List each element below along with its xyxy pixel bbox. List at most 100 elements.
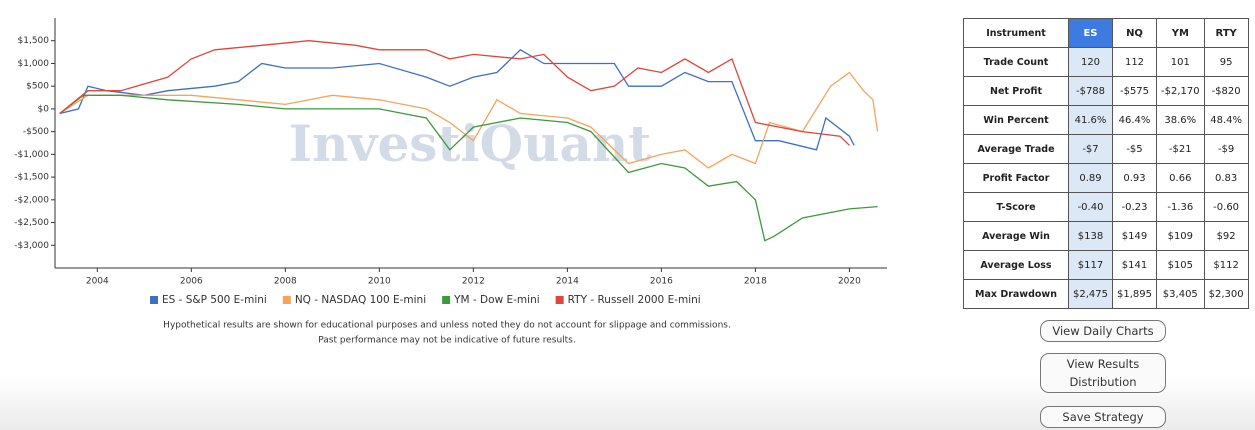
table-cell: 112 — [1112, 47, 1157, 77]
table-cell: 101 — [1156, 47, 1205, 77]
table-row: Win Percent 41.6% 46.4% 38.6% 48.4% — [963, 105, 1249, 135]
x-tick-label: 2006 — [180, 277, 203, 287]
legend-label: NQ - NASDAQ 100 E-mini — [295, 294, 426, 306]
table-cell: 48.4% — [1203, 105, 1249, 135]
table-row: Net Profit -$788 -$575 -$2,170 -$820 — [963, 76, 1249, 106]
table-cell: -1.36 — [1156, 192, 1205, 222]
table-cell: Trade Count — [963, 47, 1069, 77]
y-tick-label: -$1,000 — [14, 150, 49, 160]
table-cell: -0.60 — [1203, 192, 1249, 222]
table-row: Profit Factor 0.89 0.93 0.66 0.83 — [963, 163, 1249, 193]
series-line — [59, 71, 879, 169]
table-row: Average Win $138 $149 $109 $92 — [963, 221, 1249, 251]
table-cell: ES — [1068, 18, 1113, 48]
table-cell: -0.23 — [1112, 192, 1157, 222]
table-cell: Average Trade — [963, 134, 1069, 164]
table-cell: Win Percent — [963, 105, 1069, 135]
table-row: Max Drawdown $2,475 $1,895 $3,405 $2,300 — [963, 279, 1249, 309]
table-cell: -$788 — [1068, 76, 1113, 106]
chart: InvestiQuant Hypothetical results are sh… — [14, 18, 887, 346]
table-row: T-Score -0.40 -0.23 -1.36 -0.60 — [963, 192, 1249, 222]
legend-swatch — [442, 296, 451, 304]
button[interactable]: View Daily Charts — [1040, 320, 1166, 342]
y-tick-label: $1,000 — [18, 59, 50, 69]
y-tick-label: -$500 — [23, 127, 49, 137]
table-cell: $1,895 — [1112, 279, 1157, 309]
x-tick-label: 2004 — [86, 277, 109, 287]
table-cell: $149 — [1112, 221, 1157, 251]
button[interactable]: View Results Distribution — [1040, 353, 1166, 393]
legend-swatch — [282, 296, 291, 304]
table-cell: $2,475 — [1068, 279, 1113, 309]
table-cell: -$575 — [1112, 76, 1157, 106]
table-cell: 46.4% — [1112, 105, 1157, 135]
y-tick-label: -$2,500 — [14, 218, 49, 228]
x-tick-label: 2020 — [838, 277, 861, 287]
table-cell: Average Loss — [963, 250, 1069, 280]
table-row: Average Loss $117 $141 $105 $112 — [963, 250, 1249, 280]
table-cell: 0.89 — [1068, 163, 1113, 193]
table-cell: -$2,170 — [1156, 76, 1205, 106]
table-cell: Max Drawdown — [963, 279, 1069, 309]
table-cell: NQ — [1112, 18, 1157, 48]
y-tick-label: $0 — [38, 104, 50, 114]
table-row: Instrument ES NQ YM RTY — [963, 18, 1249, 48]
table-cell: 95 — [1203, 47, 1249, 77]
legend-label: RTY - Russell 2000 E-mini — [568, 294, 701, 306]
x-tick-label: 2014 — [556, 277, 579, 287]
series-line — [59, 48, 855, 151]
table-cell: $105 — [1156, 250, 1205, 280]
table-cell: 0.83 — [1203, 163, 1249, 193]
table-cell: $92 — [1203, 221, 1249, 251]
table-cell: $2,300 — [1203, 279, 1249, 309]
series-line — [59, 94, 878, 242]
table-cell: Net Profit — [963, 76, 1069, 106]
table-cell: 120 — [1068, 47, 1113, 77]
table-cell: RTY — [1203, 18, 1249, 48]
results-table: Instrument ES NQ YM RTY Trade Count 120 112 101 9… — [963, 18, 1249, 309]
y-tick-label: $500 — [26, 82, 49, 92]
table-cell: $141 — [1112, 250, 1157, 280]
y-tick-label: -$2,000 — [14, 195, 49, 205]
table-cell: $138 — [1068, 221, 1113, 251]
x-tick-label: 2016 — [650, 277, 673, 287]
table-cell: Profit Factor — [963, 163, 1069, 193]
legend-swatch — [555, 296, 564, 304]
y-tick-label: $1,500 — [18, 36, 50, 46]
table-cell: -$5 — [1112, 134, 1157, 164]
table-row: Average Trade -$7 -$5 -$21 -$9 — [963, 134, 1249, 164]
table-cell: T-Score — [963, 192, 1069, 222]
table-cell: 41.6% — [1068, 105, 1113, 135]
table-cell: -$21 — [1156, 134, 1205, 164]
series-line — [59, 40, 850, 146]
disclaimer: Hypothetical results are shown for educa… — [163, 321, 731, 331]
table-cell: $3,405 — [1156, 279, 1205, 309]
table-cell: 38.6% — [1156, 105, 1205, 135]
x-tick-label: 2008 — [274, 277, 297, 287]
table-cell: 0.66 — [1156, 163, 1205, 193]
table-row: Trade Count 120 112 101 95 — [963, 47, 1249, 77]
table-cell: YM — [1156, 18, 1205, 48]
legend-label: ES - S&P 500 E-mini — [162, 294, 267, 306]
y-tick-label: -$1,500 — [14, 173, 49, 183]
x-tick-label: 2018 — [744, 277, 767, 287]
table-cell: -$820 — [1203, 76, 1249, 106]
watermark: InvestiQuant — [289, 114, 652, 173]
table-cell: -$7 — [1068, 134, 1113, 164]
table-cell: Average Win — [963, 221, 1069, 251]
table-cell: -$9 — [1203, 134, 1249, 164]
table-cell: -0.40 — [1068, 192, 1113, 222]
table-cell: 0.93 — [1112, 163, 1157, 193]
x-tick-label: 2010 — [368, 277, 391, 287]
disclaimer: Past performance may not be indicative o… — [318, 336, 575, 346]
table-cell: $117 — [1068, 250, 1113, 280]
x-tick-label: 2012 — [462, 277, 485, 287]
table-cell: $109 — [1156, 221, 1205, 251]
table-cell: Instrument — [963, 18, 1069, 48]
legend-swatch — [150, 296, 158, 304]
button[interactable]: Save Strategy — [1040, 406, 1166, 428]
y-tick-label: -$3,000 — [14, 241, 49, 251]
table-cell: $112 — [1203, 250, 1249, 280]
legend-label: YM - Dow E-mini — [453, 294, 540, 306]
